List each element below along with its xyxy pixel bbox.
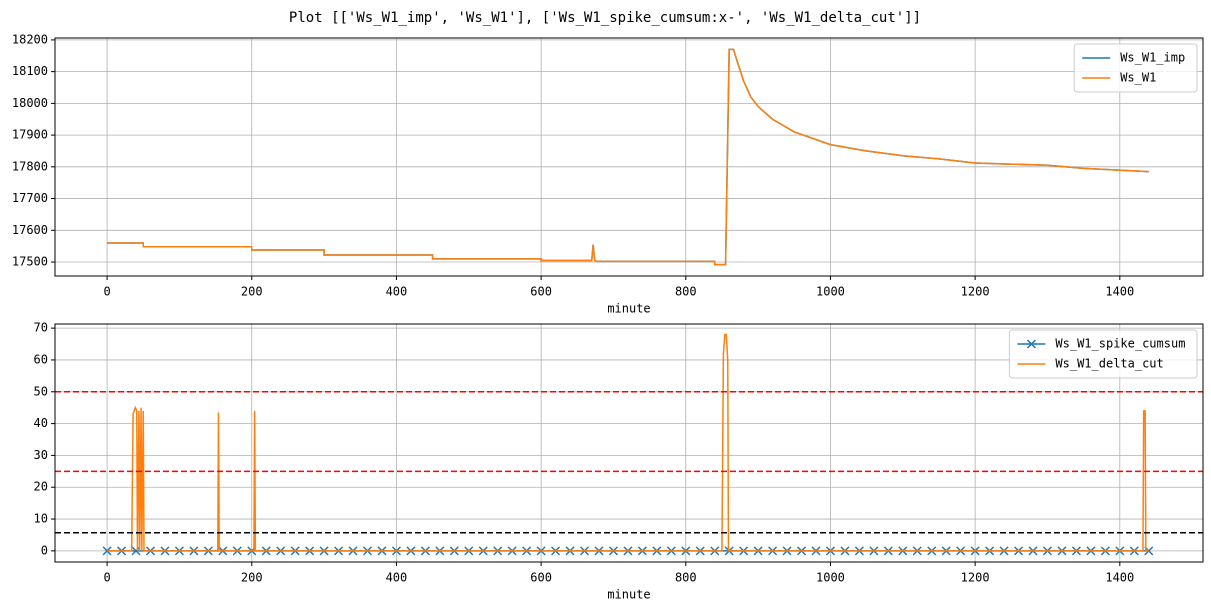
- y-tick-label: 17600: [12, 223, 48, 237]
- x-tick-label: 600: [530, 285, 552, 299]
- series-line: [107, 48, 1149, 266]
- x-axis-label: minute: [607, 302, 650, 316]
- x-tick-label: 800: [675, 571, 697, 585]
- y-tick-label: 0: [41, 543, 48, 557]
- y-tick-label: 17700: [12, 191, 48, 205]
- y-tick-label: 18000: [12, 96, 48, 110]
- y-tick-label: 30: [34, 448, 48, 462]
- x-tick-label: 400: [386, 285, 408, 299]
- x-tick-label: 1200: [961, 285, 990, 299]
- y-tick-label: 17800: [12, 159, 48, 173]
- legend-label: Ws_W1: [1120, 71, 1156, 85]
- y-tick-label: 10: [34, 512, 48, 526]
- y-tick-label: 20: [34, 480, 48, 494]
- legend-label: Ws_W1_delta_cut: [1055, 357, 1163, 371]
- legend-box: [1073, 43, 1198, 93]
- y-tick-label: 18100: [12, 64, 48, 78]
- y-tick-label: 50: [34, 384, 48, 398]
- x-tick-label: 1400: [1105, 285, 1134, 299]
- y-tick-label: 70: [34, 321, 48, 335]
- x-tick-label: 1000: [816, 571, 845, 585]
- y-tick-label: 18200: [12, 32, 48, 46]
- axes-frame: [54, 323, 1204, 563]
- legend-label: Ws_W1_spike_cumsum: [1055, 337, 1185, 351]
- marker: [131, 546, 141, 556]
- axes-frame: [54, 37, 1204, 277]
- x-tick-label: 200: [241, 285, 263, 299]
- y-tick-label: 60: [34, 352, 48, 366]
- x-tick-label: 1400: [1105, 571, 1134, 585]
- x-tick-label: 200: [241, 571, 263, 585]
- legend-marker: [1026, 339, 1036, 349]
- x-tick-label: 400: [386, 571, 408, 585]
- y-tick-label: 17500: [12, 255, 48, 269]
- x-axis-label: minute: [607, 588, 650, 602]
- legend-box: [1008, 329, 1198, 379]
- x-tick-label: 1200: [961, 571, 990, 585]
- figure-title: Plot [['Ws_W1_imp', 'Ws_W1'], ['Ws_W1_sp…: [289, 10, 921, 26]
- legend-label: Ws_W1_imp: [1120, 51, 1185, 65]
- x-tick-label: 800: [675, 285, 697, 299]
- x-tick-label: 600: [530, 571, 552, 585]
- x-tick-label: 0: [103, 571, 110, 585]
- y-tick-label: 17900: [12, 128, 48, 142]
- series-line: [107, 333, 1149, 552]
- y-tick-label: 40: [34, 416, 48, 430]
- x-tick-label: 1000: [816, 285, 845, 299]
- x-tick-label: 0: [103, 285, 110, 299]
